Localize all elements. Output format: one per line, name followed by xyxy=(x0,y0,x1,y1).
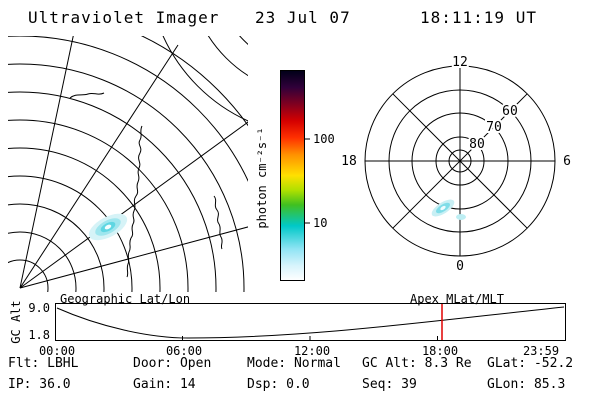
upper-grid-arcs xyxy=(162,36,248,122)
longitude-spokes xyxy=(19,36,248,289)
map-caption: Geographic Lat/Lon xyxy=(60,292,191,306)
mlt-label-18: 18 xyxy=(341,154,357,169)
gc-alt-strip-chart xyxy=(55,303,566,341)
mlat-label-80: 80 xyxy=(469,137,485,152)
status-mode: Mode: Normal xyxy=(247,356,341,371)
strip-xtick-1200: 12:00 xyxy=(293,344,331,358)
aurora-blob-polar-secondary xyxy=(456,214,466,220)
colorbar-tick-label-10: 10 xyxy=(313,216,327,230)
strip-ylabel: GC Alt xyxy=(9,300,23,344)
coastlines xyxy=(69,92,223,278)
strip-xtick-0600: 06:00 xyxy=(165,344,203,358)
strip-xtick-1800: 18:00 xyxy=(421,344,459,358)
mlt-spokes xyxy=(365,66,555,256)
mlat-label-60: 60 xyxy=(502,104,518,119)
status-ip: IP: 36.0 xyxy=(8,377,71,392)
mlt-label-12: 12 xyxy=(452,55,468,70)
latitude-arcs xyxy=(8,36,248,292)
app-title: Ultraviolet Imager xyxy=(28,8,220,27)
colorbar-units-label: photon cm⁻²s⁻¹ xyxy=(255,127,269,229)
aurora-blob-polar xyxy=(431,199,455,217)
strip-ymin: 1.8 xyxy=(28,328,50,342)
status-gain: Gain: 14 xyxy=(133,377,196,392)
observation-time: 18:11:19 UT xyxy=(420,8,537,27)
strip-frame xyxy=(55,303,566,341)
mlt-label-0: 0 xyxy=(456,259,464,274)
mlat-label-70: 70 xyxy=(486,120,502,135)
status-glon: GLon: 85.3 xyxy=(487,377,566,392)
status-door: Door: Open xyxy=(133,356,212,371)
strip-xtick-2359: 23:59 xyxy=(522,344,560,358)
observation-date: 23 Jul 07 xyxy=(255,8,351,27)
strip-xtick-0000: 00:00 xyxy=(38,344,76,358)
geographic-map-panel xyxy=(8,36,248,292)
colorbar-tick-label-100: 100 xyxy=(313,132,335,146)
strip-ymax: 9.0 xyxy=(28,301,50,315)
status-seq: Seq: 39 xyxy=(362,377,417,392)
colorbar: 100 10 xyxy=(280,70,335,281)
colorbar-gradient xyxy=(280,70,305,281)
aurora-blob-map xyxy=(88,213,128,241)
status-flt: Flt: LBHL xyxy=(8,356,79,371)
status-dsp: Dsp: 0.0 xyxy=(247,377,310,392)
mlt-label-6: 6 xyxy=(563,154,571,169)
polar-caption: Apex MLat/MLT xyxy=(410,292,504,306)
status-glat: GLat: -52.2 xyxy=(487,356,574,371)
status-gc-alt: GC Alt: 8.3 Re xyxy=(362,356,472,371)
apex-polar-panel: 12 0 18 6 60 70 80 xyxy=(340,53,573,276)
gc-alt-curve xyxy=(56,306,565,339)
